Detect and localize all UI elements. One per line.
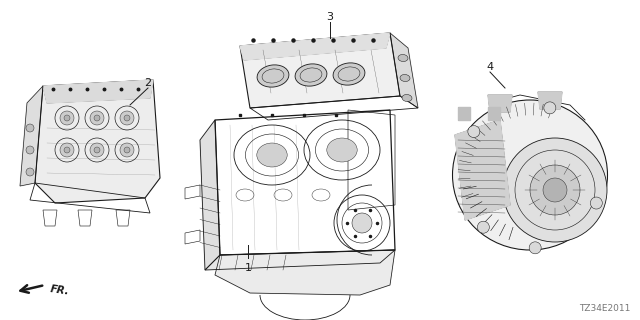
Circle shape	[503, 138, 607, 242]
Circle shape	[90, 111, 104, 125]
Ellipse shape	[257, 143, 287, 167]
Circle shape	[590, 197, 602, 209]
Text: TZ34E2011: TZ34E2011	[579, 304, 630, 313]
Polygon shape	[20, 86, 43, 186]
Circle shape	[26, 124, 34, 132]
Polygon shape	[390, 33, 418, 108]
Circle shape	[60, 143, 74, 157]
Circle shape	[94, 115, 100, 121]
Circle shape	[26, 168, 34, 176]
Ellipse shape	[333, 63, 365, 85]
Circle shape	[94, 147, 100, 153]
Ellipse shape	[452, 100, 607, 250]
Polygon shape	[35, 80, 160, 203]
Circle shape	[468, 125, 480, 138]
Text: 2: 2	[145, 78, 152, 88]
Circle shape	[530, 165, 580, 215]
Text: 3: 3	[326, 12, 333, 22]
Ellipse shape	[398, 54, 408, 61]
Circle shape	[124, 147, 130, 153]
Polygon shape	[43, 80, 153, 103]
Ellipse shape	[402, 94, 412, 101]
Polygon shape	[538, 92, 562, 109]
Polygon shape	[200, 120, 220, 270]
Polygon shape	[488, 107, 500, 120]
Circle shape	[544, 102, 556, 114]
Ellipse shape	[327, 138, 357, 162]
Circle shape	[352, 213, 372, 233]
Polygon shape	[455, 120, 510, 220]
Ellipse shape	[400, 75, 410, 82]
Polygon shape	[215, 250, 395, 295]
Circle shape	[120, 143, 134, 157]
Text: 4: 4	[486, 62, 493, 72]
Polygon shape	[240, 33, 400, 108]
Polygon shape	[240, 33, 390, 60]
Circle shape	[529, 242, 541, 254]
Circle shape	[90, 143, 104, 157]
Circle shape	[64, 147, 70, 153]
Text: 1: 1	[244, 263, 252, 273]
Circle shape	[26, 146, 34, 154]
Circle shape	[124, 115, 130, 121]
Polygon shape	[205, 250, 395, 270]
Circle shape	[64, 115, 70, 121]
Circle shape	[120, 111, 134, 125]
Ellipse shape	[295, 64, 327, 86]
Polygon shape	[458, 107, 470, 120]
Text: FR.: FR.	[50, 284, 70, 296]
Circle shape	[543, 178, 567, 202]
Polygon shape	[488, 95, 512, 112]
Circle shape	[477, 221, 490, 233]
Circle shape	[60, 111, 74, 125]
Ellipse shape	[257, 65, 289, 87]
